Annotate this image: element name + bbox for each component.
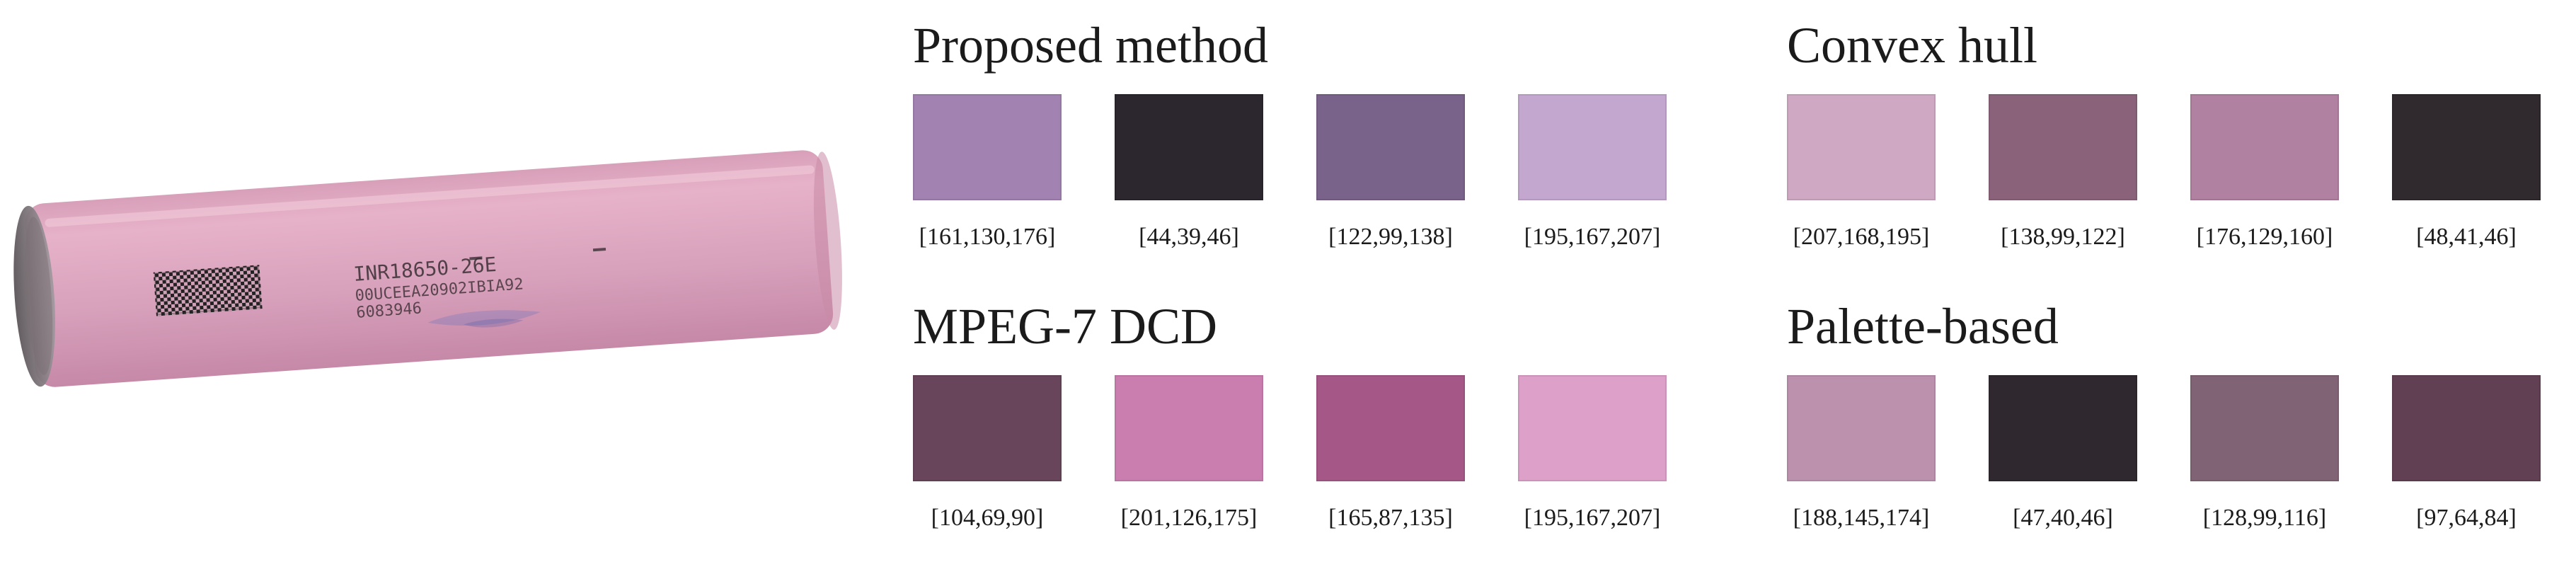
swatch-rgb-label: [97,64,84]	[2416, 505, 2517, 531]
panel-convex-hull: Convex hull [207,168,195] [138,99,122] […	[1787, 20, 2576, 253]
swatch-color-box	[1316, 375, 1465, 481]
swatch-rgb-label: [122,99,138]	[1328, 224, 1453, 250]
color-swatch: [104,69,90]	[913, 375, 1062, 530]
swatch-color-box	[1989, 375, 2137, 481]
color-swatch: [48,41,46]	[2392, 94, 2541, 249]
color-swatch: [195,167,207]	[1518, 94, 1667, 249]
swatch-rgb-label: [44,39,46]	[1139, 224, 1239, 250]
swatch-color-box	[2392, 375, 2541, 481]
color-swatch: [47,40,46]	[1989, 375, 2137, 530]
swatch-row: [207,168,195] [138,99,122] [176,129,160]…	[1787, 94, 2576, 278]
swatch-rgb-label: [47,40,46]	[2013, 505, 2113, 531]
swatch-rgb-label: [195,167,207]	[1524, 505, 1661, 531]
swatch-color-box	[913, 94, 1062, 200]
color-swatch: [138,99,122]	[1989, 94, 2137, 249]
swatch-rgb-label: [128,99,116]	[2202, 505, 2327, 531]
color-swatch: [97,64,84]	[2392, 375, 2541, 530]
battery-illustration: INR18650-26E 00UCEEA20902IBIA92 6083946	[13, 150, 842, 387]
color-swatch: [161,130,176]	[913, 94, 1062, 249]
swatch-color-box	[1518, 94, 1667, 200]
panel-palette-based: Palette-based [188,145,174] [47,40,46] […	[1787, 301, 2576, 534]
swatch-row: [161,130,176] [44,39,46] [122,99,138] [1…	[913, 94, 1706, 278]
color-swatch: [201,126,175]	[1115, 375, 1263, 530]
swatch-color-box	[1115, 94, 1263, 200]
panel-title: MPEG-7 DCD	[913, 298, 1218, 355]
color-swatch: [176,129,160]	[2190, 94, 2339, 249]
color-swatch: [188,145,174]	[1787, 375, 1936, 530]
color-swatch: [122,99,138]	[1316, 94, 1465, 249]
swatch-color-box	[2392, 94, 2541, 200]
battery-image: INR18650-26E 00UCEEA20902IBIA92 6083946	[0, 127, 849, 425]
swatch-color-box	[1316, 94, 1465, 200]
swatch-color-box	[2190, 375, 2339, 481]
panel-mpeg7-dcd: MPEG-7 DCD [104,69,90] [201,126,175] [16…	[913, 301, 1720, 534]
swatch-color-box	[1989, 94, 2137, 200]
swatch-rgb-label: [201,126,175]	[1120, 505, 1258, 531]
swatch-color-box	[1115, 375, 1263, 481]
swatch-rgb-label: [161,130,176]	[919, 224, 1056, 250]
swatch-rgb-label: [48,41,46]	[2416, 224, 2517, 250]
panel-title: Proposed method	[913, 17, 1268, 74]
swatch-rgb-label: [207,168,195]	[1793, 224, 1930, 250]
swatch-rgb-label: [104,69,90]	[931, 505, 1044, 531]
swatch-color-box	[1787, 375, 1936, 481]
swatch-color-box	[1787, 94, 1936, 200]
swatch-rgb-label: [195,167,207]	[1524, 224, 1661, 250]
color-swatch: [165,87,135]	[1316, 375, 1465, 530]
swatch-rgb-label: [138,99,122]	[2001, 224, 2125, 250]
panel-proposed-method: Proposed method [161,130,176] [44,39,46]…	[913, 20, 1720, 253]
panel-title: Palette-based	[1787, 298, 2059, 355]
color-swatch: [207,168,195]	[1787, 94, 1936, 249]
swatch-color-box	[2190, 94, 2339, 200]
swatch-rgb-label: [176,129,160]	[2196, 224, 2333, 250]
color-swatch: [195,167,207]	[1518, 375, 1667, 530]
swatch-color-box	[913, 375, 1062, 481]
swatch-rgb-label: [165,87,135]	[1328, 505, 1453, 531]
swatch-row: [104,69,90] [201,126,175] [165,87,135] […	[913, 375, 1706, 559]
swatch-color-box	[1518, 375, 1667, 481]
color-swatch: [44,39,46]	[1115, 94, 1263, 249]
color-swatch: [128,99,116]	[2190, 375, 2339, 530]
swatch-rgb-label: [188,145,174]	[1793, 505, 1930, 531]
swatch-row: [188,145,174] [47,40,46] [128,99,116] [9…	[1787, 375, 2576, 559]
panel-title: Convex hull	[1787, 17, 2037, 74]
